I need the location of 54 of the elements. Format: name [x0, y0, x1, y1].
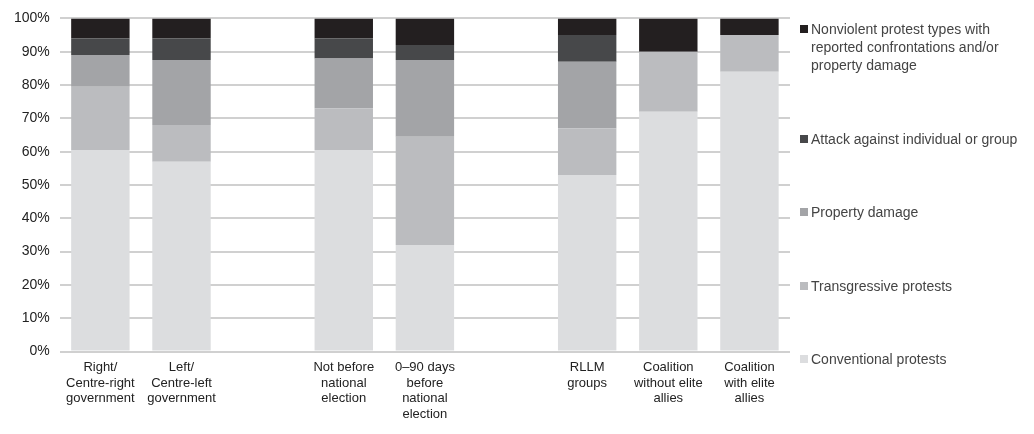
x-tick-label: Right/ Centre-right government: [66, 358, 136, 406]
x-tick-label: Not before national election: [313, 358, 375, 406]
bar: [71, 150, 130, 351]
x-tick-label: Coalition without elite allies: [632, 358, 703, 406]
bar: [152, 125, 211, 162]
y-tick-label: 40%: [21, 209, 50, 226]
bar: [639, 111, 698, 351]
bar: [557, 18, 617, 36]
bar: [71, 55, 130, 87]
bar: [395, 45, 455, 61]
bar: [395, 244, 455, 351]
y-tick-label: 50%: [21, 175, 50, 192]
bar: [557, 128, 617, 175]
legend-label: Transgressive protests: [811, 276, 953, 295]
bar: [720, 35, 779, 72]
y-tick-label: 70%: [21, 109, 50, 126]
bar: [152, 161, 211, 351]
bar: [314, 58, 373, 109]
y-tick-label: 10%: [21, 309, 50, 326]
bar: [71, 86, 130, 151]
legend-label: Nonviolent protest types with reported confrontations and/or property damage: [811, 20, 1000, 74]
bar: [314, 108, 373, 151]
bar: [720, 71, 779, 351]
bar: [71, 38, 130, 56]
x-tick-label: RLLM groups: [567, 358, 608, 390]
y-tick-label: 0%: [29, 342, 50, 359]
x-tick-label: Coalition with elite allies: [723, 358, 775, 406]
legend-label: Attack against individual or group: [811, 129, 1018, 148]
y-tick-label: 90%: [21, 42, 50, 59]
y-tick-label: 80%: [21, 75, 50, 92]
bar: [557, 175, 617, 351]
bar: [639, 51, 698, 112]
y-tick-label: 100%: [13, 9, 50, 26]
x-tick-label: 0–90 days before national election: [394, 358, 456, 421]
bar: [314, 18, 373, 39]
bar: [395, 60, 455, 137]
y-tick-label: 30%: [21, 242, 50, 259]
bar: [557, 61, 617, 129]
bar: [639, 18, 698, 52]
bar: [152, 18, 211, 39]
bar: [152, 38, 211, 61]
bar: [395, 18, 455, 46]
bar: [557, 35, 617, 62]
bar: [395, 136, 455, 245]
x-tick-label: Left/ Centre-left government: [147, 358, 217, 406]
y-tick-label: 60%: [21, 142, 50, 159]
y-tick-label: 20%: [21, 275, 50, 292]
bar: [71, 18, 130, 39]
bar: [720, 18, 779, 36]
bar: [314, 38, 373, 59]
legend-label: Property damage: [811, 203, 919, 221]
bar: [152, 60, 211, 126]
bar: [314, 150, 373, 351]
legend-label: Conventional protests: [811, 350, 947, 368]
